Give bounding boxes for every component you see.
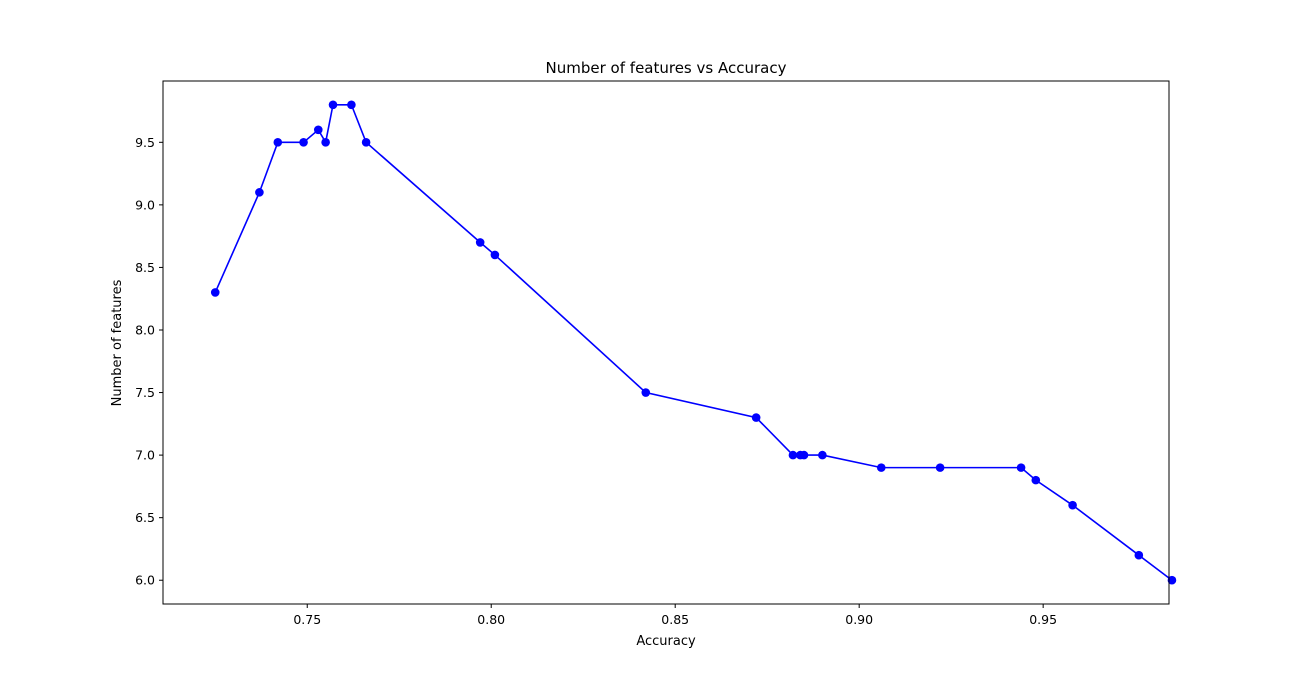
data-point	[1134, 550, 1144, 560]
x-axis-ticks: 0.75 0.80 0.85 0.90 0.95	[293, 604, 1057, 627]
data-point	[321, 138, 330, 147]
y-tick-label: 9.5	[135, 135, 155, 150]
data-point	[751, 413, 761, 422]
data-point	[299, 138, 308, 147]
y-axis-label: Number of features	[110, 279, 125, 406]
y-tick-label: 6.5	[135, 510, 155, 525]
data-point	[361, 138, 371, 147]
x-tick-label: 0.85	[661, 612, 689, 627]
data-point	[328, 100, 338, 110]
data-point	[641, 388, 651, 397]
data-point	[313, 125, 323, 135]
data-point	[1167, 575, 1177, 585]
x-tick-label: 0.95	[1029, 612, 1057, 627]
x-axis-label: Accuracy	[636, 634, 696, 649]
y-tick-label: 8.0	[135, 322, 155, 337]
data-point	[1016, 463, 1026, 472]
data-point	[490, 250, 500, 260]
data-point	[255, 188, 264, 197]
x-tick-label: 0.90	[845, 612, 873, 627]
data-point	[1031, 475, 1041, 485]
data-point	[347, 100, 356, 110]
y-axis-ticks: 6.0 6.5 7.0 7.5 8.0 8.5 9.0 9.5	[135, 135, 163, 588]
plot-area	[210, 100, 1177, 585]
data-point	[876, 463, 886, 472]
data-point	[799, 450, 809, 460]
x-tick-label: 0.75	[293, 612, 321, 627]
data-point	[1068, 500, 1077, 510]
y-tick-label: 7.0	[135, 448, 155, 463]
y-tick-label: 7.5	[135, 385, 155, 400]
data-point	[273, 138, 283, 147]
data-point	[818, 450, 827, 460]
data-point	[935, 463, 945, 472]
y-tick-label: 8.5	[135, 260, 155, 275]
data-point	[210, 288, 220, 297]
data-point	[788, 450, 798, 460]
y-tick-label: 9.0	[135, 197, 155, 212]
x-tick-label: 0.80	[477, 612, 505, 627]
plot-frame	[162, 80, 1170, 605]
data-point	[475, 238, 485, 247]
y-tick-label: 6.0	[135, 573, 155, 588]
chart-title: Number of features vs Accuracy	[546, 59, 787, 77]
